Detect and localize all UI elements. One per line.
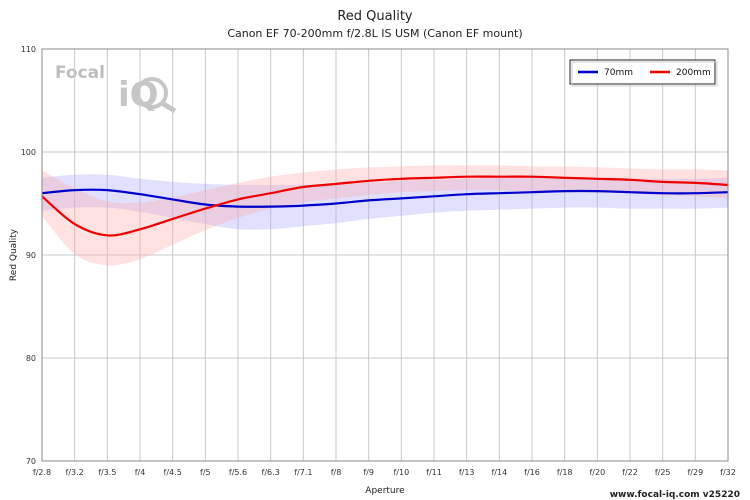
y-tick-label: 110 [21,45,36,54]
point-70mm [106,189,108,191]
x-tick-label: f/22 [622,468,638,477]
legend-shadow [571,61,718,87]
point-200mm [204,208,206,210]
band-70mm [42,174,728,230]
point-200mm [368,180,370,182]
point-70mm [74,189,76,191]
x-tick-label: f/25 [655,468,671,477]
x-tick-label: f/14 [491,468,507,477]
x-tick-label: f/5.6 [229,468,247,477]
legend-label-70mm: 70mm [604,68,633,78]
x-tick-label: f/8 [331,468,342,477]
point-70mm [662,192,664,194]
point-70mm [204,203,206,206]
x-tick-label: f/13 [459,468,475,477]
point-200mm [302,186,304,188]
point-70mm [564,190,566,192]
point-200mm [433,177,435,179]
footer-credit: www.focal-iq.com v25220 [610,490,740,500]
x-tick-label: f/11 [426,468,442,477]
x-tick-label: f/3.5 [98,468,116,477]
point-200mm [564,177,566,179]
point-200mm [270,192,272,194]
x-tick-label: f/9 [363,468,374,477]
point-70mm [368,199,370,202]
point-200mm [237,198,239,200]
point-70mm [433,195,435,197]
point-200mm [596,178,598,180]
x-tick-label: f/18 [557,468,573,477]
y-tick-label: 70 [26,457,36,466]
point-70mm [270,205,272,208]
point-200mm [139,228,141,230]
point-200mm [400,178,402,180]
x-tick-label: f/32 [720,468,736,477]
x-tick-label: f/16 [524,468,540,477]
point-70mm [172,198,174,200]
x-tick-label: f/10 [393,468,409,477]
point-70mm [531,191,533,193]
point-70mm [466,193,468,195]
point-200mm [335,183,337,185]
point-70mm [596,190,598,192]
grid-lines [41,48,729,462]
x-tick-label: f/5 [200,468,211,477]
y-axis-ticks: 70 80 90 100 110 [21,45,36,466]
x-tick-label: f/2.8 [33,468,51,477]
logo-word-focal: Focal [55,63,105,83]
point-200mm [694,182,696,184]
logo-lens-ring [136,77,168,109]
point-70mm [139,193,141,195]
line-200mm [41,175,729,237]
point-200mm [466,176,468,178]
x-tick-label: f/3.2 [66,468,84,477]
x-tick-label: f/6.3 [262,468,280,477]
chart-subtitle: Canon EF 70-200mm f/2.8L IS USM (Canon E… [227,27,522,40]
legend: 70mm 200mm [569,59,718,87]
x-tick-label: f/4 [135,468,146,477]
plot-frame [41,48,729,462]
point-200mm [172,218,174,220]
point-70mm [400,197,402,199]
line-70mm [41,188,729,208]
point-200mm [106,234,108,237]
point-200mm [629,179,631,181]
y-tick-label: 90 [26,251,36,260]
x-axis-ticks: f/2.8 f/3.2 f/3.5 f/4 f/4.5 f/5 f/5.6 f/6.3 f/7.… [33,468,736,477]
focal-iq-logo: Focal iQ [55,63,177,115]
point-70mm [237,205,239,208]
x-tick-label: f/4.5 [164,468,182,477]
point-70mm [498,192,500,194]
point-70mm [302,204,304,207]
chart-title: Red Quality [337,9,413,24]
point-200mm [662,181,664,183]
point-70mm [335,202,337,205]
x-tick-label: f/29 [687,468,703,477]
x-axis-label: Aperture [365,486,405,496]
y-tick-label: 100 [21,148,36,157]
point-70mm [694,192,696,194]
x-tick-label: f/20 [589,468,605,477]
point-70mm [629,191,631,193]
y-axis-label: Red Quality [9,228,19,281]
point-200mm [74,223,76,225]
point-200mm [531,176,533,178]
legend-label-200mm: 200mm [676,68,711,78]
point-200mm [498,176,500,178]
y-tick-label: 80 [26,354,36,363]
x-tick-label: f/7.1 [294,468,312,477]
